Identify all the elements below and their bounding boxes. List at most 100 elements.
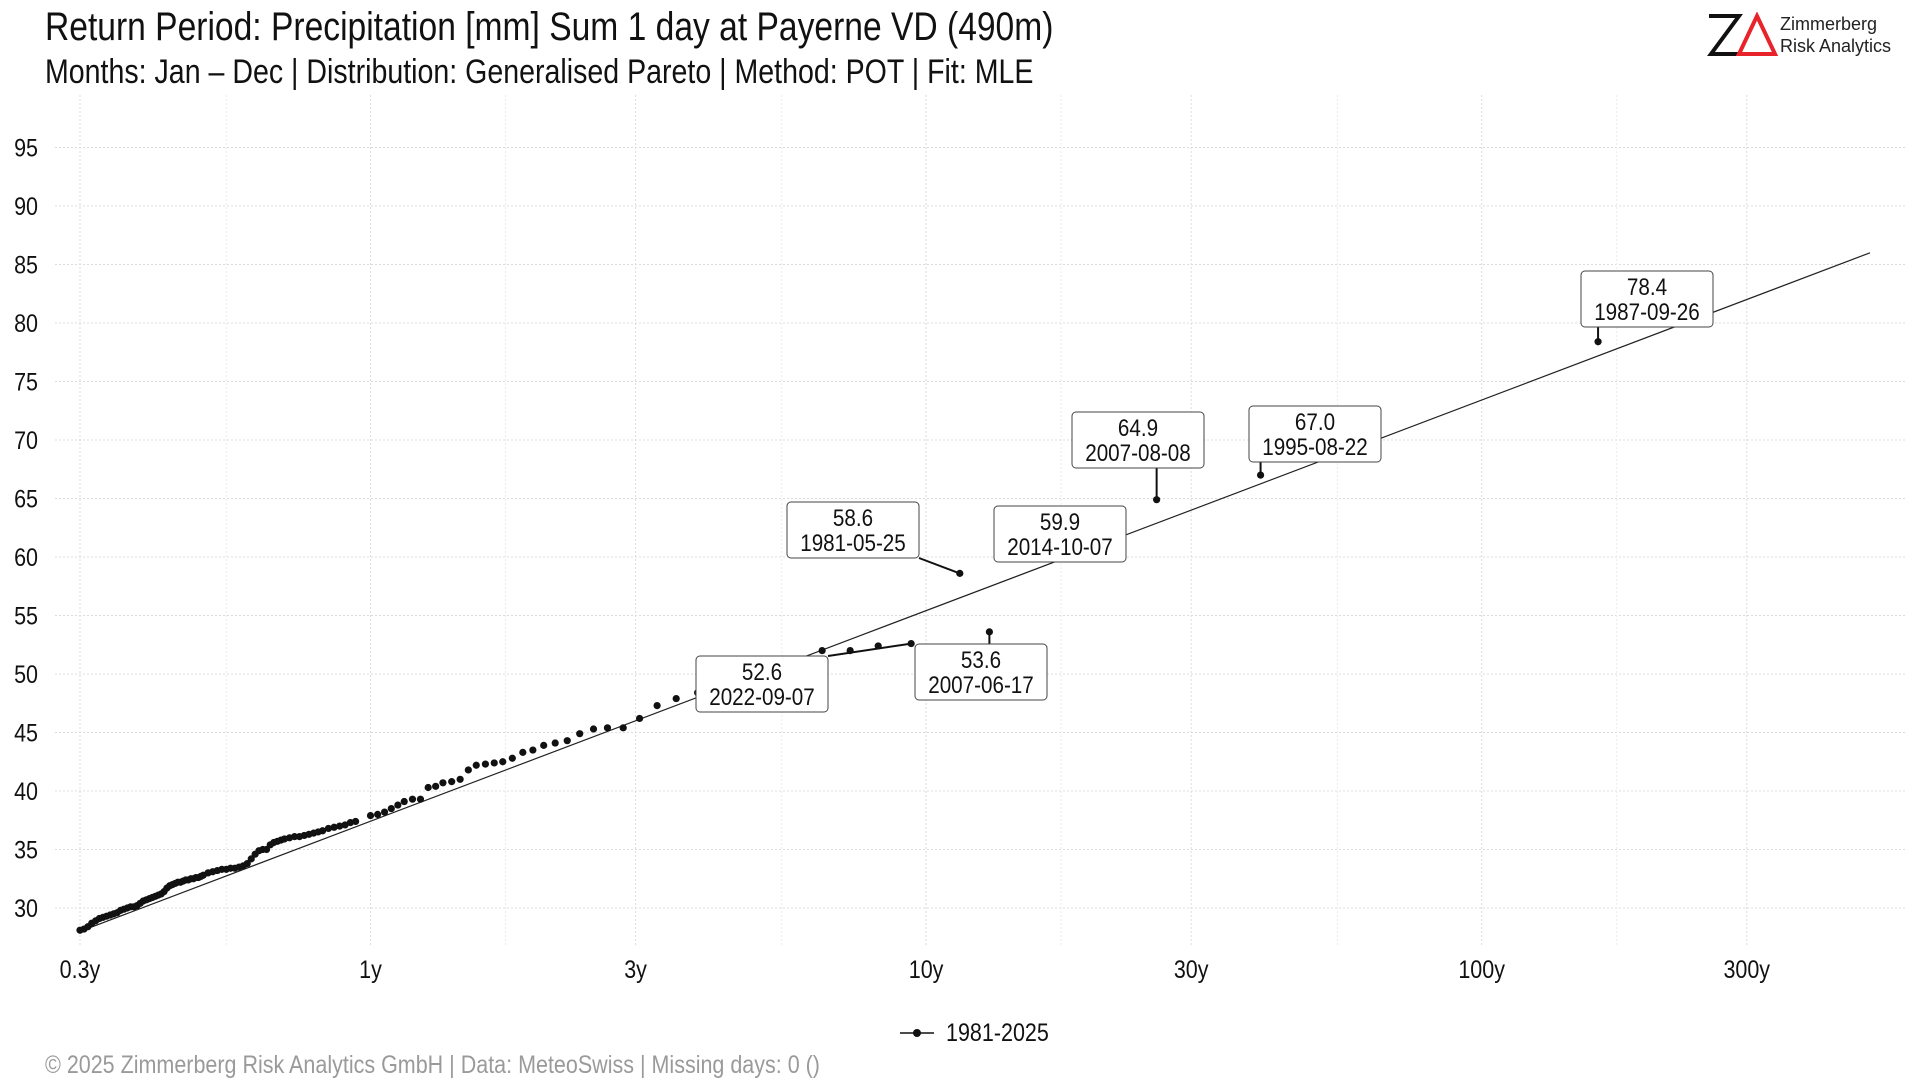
- chart-title: Return Period: Precipitation [mm] Sum 1 …: [45, 5, 1054, 49]
- annotation-value: 67.0: [1295, 409, 1335, 436]
- annotation-value: 58.6: [833, 505, 873, 532]
- data-point: [336, 822, 344, 830]
- y-tick-label: 40: [14, 777, 38, 805]
- annotation-date: 1995-08-22: [1262, 434, 1368, 461]
- data-point: [490, 759, 498, 767]
- annotation-value: 52.6: [742, 659, 782, 686]
- chart-subtitle: Months: Jan – Dec | Distribution: Genera…: [45, 53, 1034, 91]
- annotation-date: 2007-06-17: [928, 672, 1034, 699]
- data-point: [416, 795, 425, 803]
- annotation-date: 2014-10-07: [1007, 534, 1113, 561]
- data-point: [576, 730, 584, 738]
- grid-lines: [55, 95, 1905, 945]
- footer-credits: © 2025 Zimmerberg Risk Analytics GmbH | …: [45, 1051, 820, 1079]
- data-point: [448, 778, 456, 786]
- data-point: [432, 782, 440, 790]
- data-point: [589, 725, 598, 733]
- data-point: [319, 827, 327, 835]
- data-point: [408, 795, 417, 803]
- data-point: [366, 811, 375, 820]
- data-point: [439, 779, 447, 787]
- data-point: [424, 783, 432, 792]
- legend-label: 1981-2025: [946, 1019, 1049, 1047]
- data-point: [508, 754, 516, 762]
- data-point: [456, 775, 464, 783]
- data-point: [499, 758, 507, 766]
- data-point: [351, 817, 360, 826]
- x-tick-label: 3y: [624, 955, 647, 983]
- data-point: [387, 804, 395, 813]
- y-tick-label: 55: [14, 602, 38, 630]
- annotation-value: 64.9: [1118, 415, 1158, 442]
- x-tick-label: 100y: [1458, 955, 1505, 983]
- data-point: [481, 760, 490, 768]
- annotation-leader: [827, 642, 912, 657]
- x-tick-label: 300y: [1723, 955, 1770, 983]
- y-tick-label: 65: [14, 485, 38, 513]
- x-tick-label: 1y: [359, 955, 382, 983]
- data-point: [619, 724, 627, 732]
- y-tick-label: 90: [14, 192, 38, 220]
- data-point: [563, 737, 571, 745]
- logo-name-line2: Risk Analytics: [1780, 36, 1892, 56]
- y-axis: 30 35 40 45 50 55 60 65 70 75 80 85 90 95: [14, 134, 38, 922]
- data-point: [603, 724, 612, 732]
- data-point: [653, 701, 661, 710]
- y-tick-label: 35: [14, 836, 38, 864]
- annotation-value: 59.9: [1040, 509, 1080, 536]
- y-tick-label: 50: [14, 660, 38, 688]
- annotation-box: [914, 643, 1048, 701]
- data-point: [464, 766, 472, 774]
- data-point: [529, 746, 537, 754]
- annotation-box: [993, 505, 1127, 563]
- data-point: [551, 739, 559, 747]
- x-tick-label: 30y: [1174, 955, 1209, 983]
- data-point: [818, 647, 826, 655]
- y-tick-label: 70: [14, 426, 38, 454]
- annotation-date: 1987-09-26: [1594, 299, 1700, 326]
- annotation-leader: [918, 557, 961, 575]
- data-point: [472, 761, 480, 769]
- data-point: [374, 810, 382, 819]
- annotation-date: 2022-09-07: [709, 684, 815, 711]
- y-tick-label: 75: [14, 368, 38, 396]
- x-axis: 0.3y 1y 3y 10y 30y 100y 300y: [60, 955, 1771, 983]
- x-tick-label: 10y: [909, 955, 944, 983]
- annotation-date: 2007-08-08: [1085, 440, 1191, 467]
- logo-name-line1: Zimmerberg: [1780, 14, 1878, 34]
- y-tick-label: 45: [14, 719, 38, 747]
- data-point: [330, 823, 338, 831]
- logo-mark-icon: [1707, 12, 1779, 56]
- annotation-value: 78.4: [1627, 274, 1667, 301]
- annotation-box: [695, 655, 829, 713]
- data-point: [540, 741, 548, 749]
- y-tick-label: 80: [14, 309, 38, 337]
- data-points: [76, 338, 1602, 934]
- fit-curve: [79, 252, 1871, 932]
- annotation-date: 1981-05-25: [800, 530, 906, 557]
- data-point: [519, 748, 527, 756]
- annotation-box: [1248, 405, 1382, 463]
- fit-line: [79, 252, 1871, 932]
- annotation-box: [1580, 270, 1714, 328]
- data-point: [672, 694, 680, 703]
- data-point: [956, 569, 964, 577]
- annotation-box: [786, 501, 920, 559]
- y-tick-label: 30: [14, 894, 38, 922]
- data-point: [635, 714, 644, 723]
- x-tick-label: 0.3y: [60, 955, 101, 983]
- data-point: [380, 808, 389, 816]
- y-tick-label: 85: [14, 251, 38, 279]
- data-point: [324, 824, 333, 833]
- legend-key-icon: [900, 1029, 934, 1037]
- data-point: [400, 797, 408, 806]
- data-point: [394, 801, 402, 809]
- company-logo: Zimmerberg Risk Analytics: [1705, 8, 1905, 62]
- annotation-box: [1071, 411, 1205, 469]
- annotation-value: 53.6: [961, 647, 1001, 674]
- y-tick-label: 60: [14, 543, 38, 571]
- y-tick-label: 95: [14, 134, 38, 162]
- data-point: [243, 859, 251, 868]
